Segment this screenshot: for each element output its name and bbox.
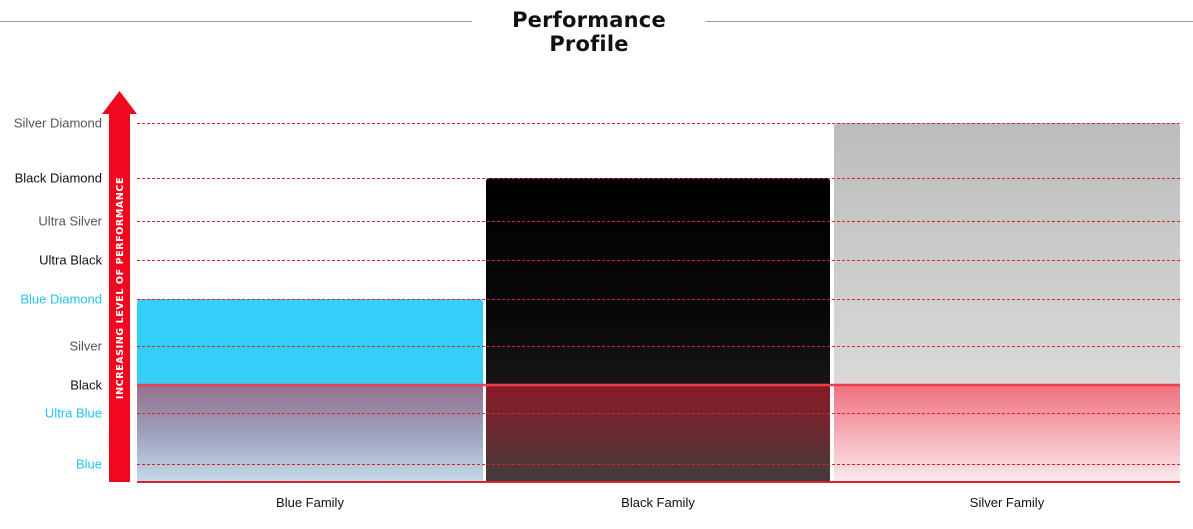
- tick-label-silver-diamond: Silver Diamond: [14, 116, 102, 131]
- title-bar: Performance Profile: [0, 0, 1193, 56]
- title-rule-right: [706, 21, 1193, 22]
- tick-label-blue: Blue: [76, 457, 102, 472]
- tick-label-black-diamond: Black Diamond: [15, 171, 102, 186]
- tick-label-blue-diamond: Blue Diamond: [20, 292, 102, 307]
- tick-label-black: Black: [70, 378, 102, 393]
- category-label-silver-family: Silver Family: [970, 495, 1045, 510]
- title-rule-left: [0, 21, 472, 22]
- tick-label-ultra-black: Ultra Black: [39, 253, 102, 268]
- tick-label-silver: Silver: [69, 339, 102, 354]
- threshold-band-3: [834, 385, 1180, 482]
- category-label-blue-family: Blue Family: [276, 495, 344, 510]
- tick-label-ultra-silver: Ultra Silver: [38, 214, 102, 229]
- performance-arrow: [102, 91, 137, 482]
- tick-label-ultra-blue: Ultra Blue: [45, 406, 102, 421]
- chart-title: Performance Profile: [512, 8, 666, 56]
- threshold-band-2: [486, 385, 830, 482]
- threshold-band-1: [137, 385, 483, 482]
- category-label-black-family: Black Family: [621, 495, 695, 510]
- y-axis-label: INCREASING LEVEL OF PERFORMANCE: [115, 177, 126, 399]
